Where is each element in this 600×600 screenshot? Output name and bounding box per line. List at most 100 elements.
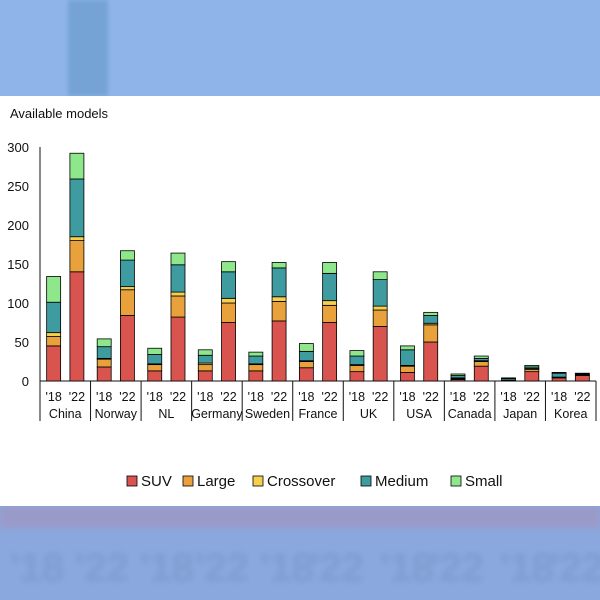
- bar-segment-large: [170, 295, 186, 318]
- bar-segment-small: [551, 372, 567, 374]
- x-group-label: China: [49, 407, 82, 421]
- background-band: [0, 506, 600, 528]
- x-subcategory-label: '22: [271, 390, 287, 404]
- bar-segment-suv: [322, 322, 338, 382]
- bar-segment-medium: [248, 355, 264, 365]
- y-axis-title: Available models: [10, 106, 109, 121]
- x-group-label: Korea: [554, 407, 587, 421]
- bar-segment-suv: [248, 370, 264, 382]
- background-ghost-label: '22: [550, 546, 600, 590]
- x-subcategory-label: '22: [170, 390, 186, 404]
- bar-segment-large: [322, 304, 338, 323]
- legend-swatch: [126, 475, 138, 487]
- bar-segment-small: [322, 262, 338, 274]
- bar-segment-large: [271, 301, 287, 322]
- y-tick-label: 300: [7, 140, 29, 155]
- bar-segment-suv: [69, 271, 85, 382]
- background-ghost-label: '18: [380, 546, 435, 590]
- background-blurred-bar: [68, 0, 108, 96]
- x-group-label: Canada: [448, 407, 492, 421]
- bar-segment-suv: [46, 345, 62, 382]
- bar-segment-medium: [400, 349, 415, 366]
- x-subcategory-label: '22: [372, 390, 388, 404]
- bar-segment-suv: [349, 371, 365, 382]
- background-ghost-label: '18: [140, 546, 195, 590]
- bar-segment-small: [69, 152, 85, 180]
- y-tick-label: 150: [7, 257, 29, 272]
- bar-segment-small: [423, 311, 439, 316]
- bar-segment-suv: [551, 377, 567, 382]
- bar-segment-medium: [322, 272, 338, 302]
- bar-segment-large: [197, 364, 213, 372]
- bar-segment-medium: [120, 259, 135, 288]
- x-subcategory-label: '22: [220, 390, 236, 404]
- bar-segment-large: [147, 364, 163, 372]
- legend-label: Crossover: [267, 473, 335, 490]
- background-ghost-label: '18: [260, 546, 315, 590]
- bar-segment-large: [96, 358, 112, 368]
- bar-segment-medium: [147, 354, 163, 365]
- bar-segment-medium: [170, 264, 186, 293]
- x-subcategory-label: '18: [45, 390, 61, 404]
- bar-segment-large: [349, 364, 365, 373]
- bar-segment-medium: [349, 355, 365, 366]
- background-ghost-label: '22: [310, 546, 365, 590]
- legend-swatch: [360, 475, 372, 487]
- x-subcategory-label: '22: [119, 390, 135, 404]
- bar-segment-crossover: [170, 291, 186, 297]
- bar-segment-large: [248, 364, 264, 372]
- bar-segment-medium: [96, 346, 112, 359]
- legend-label: Medium: [375, 473, 428, 490]
- x-group-label: Germany: [191, 407, 243, 421]
- bar-segment-small: [372, 271, 388, 281]
- bar-segment-suv: [120, 315, 135, 382]
- bar-segment-small: [501, 377, 516, 380]
- background-ghost-label: '18: [500, 546, 555, 590]
- x-subcategory-label: '18: [399, 390, 415, 404]
- bar-segment-small: [349, 350, 365, 357]
- bar-segment-small: [248, 351, 264, 357]
- bar-segment-suv: [96, 366, 112, 382]
- background-ghost-label: '22: [75, 546, 130, 590]
- legend-swatch: [182, 475, 194, 487]
- bar-segment-suv: [574, 375, 590, 382]
- background-ghost-label: '18: [10, 546, 65, 590]
- y-tick-label: 0: [22, 374, 29, 389]
- bar-segment-large: [46, 336, 62, 347]
- bar-segment-suv: [400, 372, 415, 382]
- bar-segment-crossover: [271, 296, 287, 302]
- bar-segment-crossover: [69, 236, 85, 241]
- bar-segment-suv: [423, 341, 439, 382]
- bar-segment-small: [221, 261, 236, 273]
- bar-segment-large: [423, 324, 439, 343]
- x-subcategory-label: '18: [197, 390, 213, 404]
- y-tick-label: 200: [7, 218, 29, 233]
- bar-segment-small: [473, 355, 489, 359]
- stacked-bar-chart: Available models 0 50 100 150 200 250 300 '18 '22…: [7, 106, 597, 490]
- x-subcategory-label: '22: [69, 390, 85, 404]
- bar-segment-small: [96, 338, 112, 348]
- bar-segment-large: [120, 289, 135, 316]
- bar-segment-large: [69, 240, 85, 273]
- legend-label: Small: [465, 473, 503, 490]
- bar-segment-small: [271, 262, 287, 269]
- x-group-label: Sweden: [245, 407, 290, 421]
- x-subcategory-label: '18: [248, 390, 264, 404]
- x-subcategory-label: '18: [349, 390, 365, 404]
- bar-segment-suv: [170, 316, 186, 382]
- bar-segment-medium: [551, 372, 567, 378]
- bar-segment-suv: [147, 370, 163, 382]
- bar-segment-large: [372, 309, 388, 327]
- bar-segment-medium: [423, 315, 439, 324]
- bar-segment-crossover: [120, 286, 135, 291]
- y-tick-label: 100: [7, 296, 29, 311]
- bar-segment-medium: [221, 271, 236, 299]
- bar-segment-suv: [524, 371, 540, 382]
- x-subcategory-label: '22: [473, 390, 489, 404]
- bar-segment-crossover: [372, 305, 388, 311]
- x-group-label: NL: [158, 407, 174, 421]
- x-subcategory-label: '18: [147, 390, 163, 404]
- bar-segment-small: [450, 373, 466, 376]
- x-group-label: UK: [360, 407, 378, 421]
- background-ghost-label: '22: [195, 546, 250, 590]
